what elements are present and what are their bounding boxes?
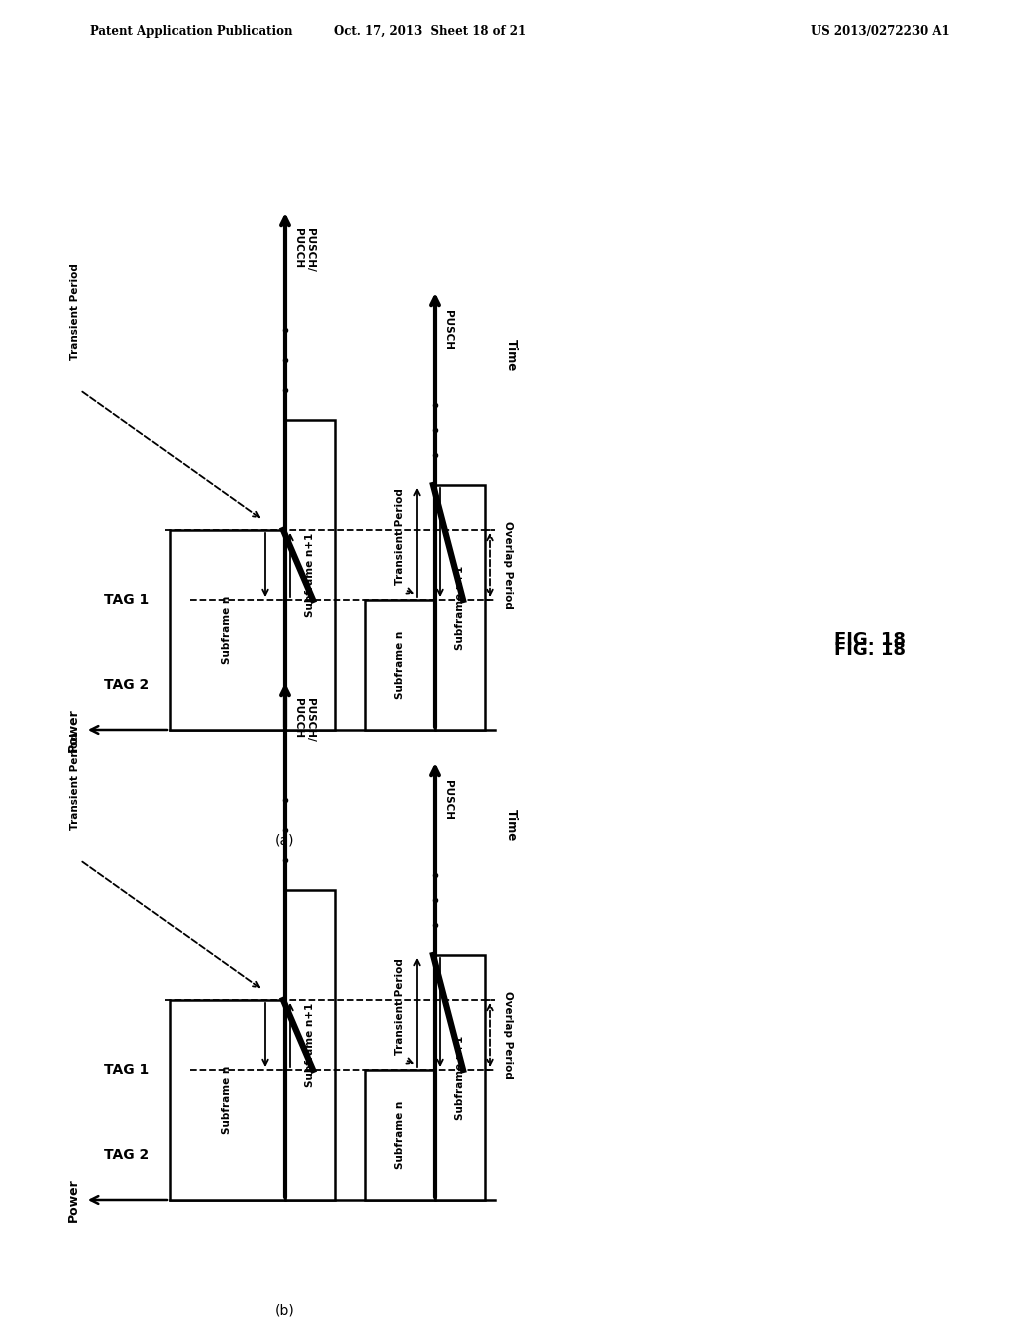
Text: Subframe n+1: Subframe n+1 bbox=[305, 533, 315, 618]
Text: Subframe n+1: Subframe n+1 bbox=[455, 1035, 465, 1119]
Text: Power: Power bbox=[67, 708, 80, 752]
Text: TAG 2: TAG 2 bbox=[104, 678, 150, 692]
Bar bbox=[435, 954, 485, 1200]
Text: FIG. 18: FIG. 18 bbox=[834, 631, 906, 649]
Text: US 2013/0272230 A1: US 2013/0272230 A1 bbox=[811, 25, 950, 38]
Text: Subframe n: Subframe n bbox=[395, 1101, 406, 1170]
Bar bbox=[285, 420, 335, 730]
Text: Patent Application Publication: Patent Application Publication bbox=[90, 25, 293, 38]
Text: Subframe n+1: Subframe n+1 bbox=[305, 1003, 315, 1088]
Bar bbox=[285, 890, 335, 1200]
Text: Subframe n: Subframe n bbox=[222, 1065, 232, 1134]
Text: Transient Period: Transient Period bbox=[70, 733, 80, 830]
Text: Subframe n: Subframe n bbox=[222, 595, 232, 664]
Text: Transient Period: Transient Period bbox=[70, 263, 80, 360]
Bar bbox=[365, 601, 435, 730]
Text: Time: Time bbox=[505, 339, 518, 371]
Text: PUSCH/
PUCCH: PUSCH/ PUCCH bbox=[293, 698, 314, 742]
Text: Oct. 17, 2013  Sheet 18 of 21: Oct. 17, 2013 Sheet 18 of 21 bbox=[334, 25, 526, 38]
Text: PUSCH: PUSCH bbox=[443, 310, 453, 350]
Text: FIG. 18: FIG. 18 bbox=[834, 642, 906, 659]
Bar bbox=[170, 1001, 285, 1200]
Bar bbox=[365, 1071, 435, 1200]
Text: Subframe n: Subframe n bbox=[395, 631, 406, 700]
Text: PUSCH: PUSCH bbox=[443, 780, 453, 820]
Text: (b): (b) bbox=[275, 1303, 295, 1317]
Text: Time: Time bbox=[505, 809, 518, 841]
Text: TAG 1: TAG 1 bbox=[104, 593, 150, 607]
Text: TAG 1: TAG 1 bbox=[104, 1063, 150, 1077]
Text: TAG 2: TAG 2 bbox=[104, 1148, 150, 1162]
Text: Overlap Period: Overlap Period bbox=[503, 991, 513, 1078]
Text: PUSCH/
PUCCH: PUSCH/ PUCCH bbox=[293, 228, 314, 272]
Bar bbox=[435, 484, 485, 730]
Text: Subframe n+1: Subframe n+1 bbox=[455, 565, 465, 649]
Text: (a): (a) bbox=[275, 833, 295, 847]
Bar bbox=[170, 531, 285, 730]
Text: Overlap Period: Overlap Period bbox=[503, 521, 513, 609]
Text: Transient Period: Transient Period bbox=[395, 488, 406, 585]
Text: Power: Power bbox=[67, 1179, 80, 1222]
Text: Transient Period: Transient Period bbox=[395, 958, 406, 1055]
